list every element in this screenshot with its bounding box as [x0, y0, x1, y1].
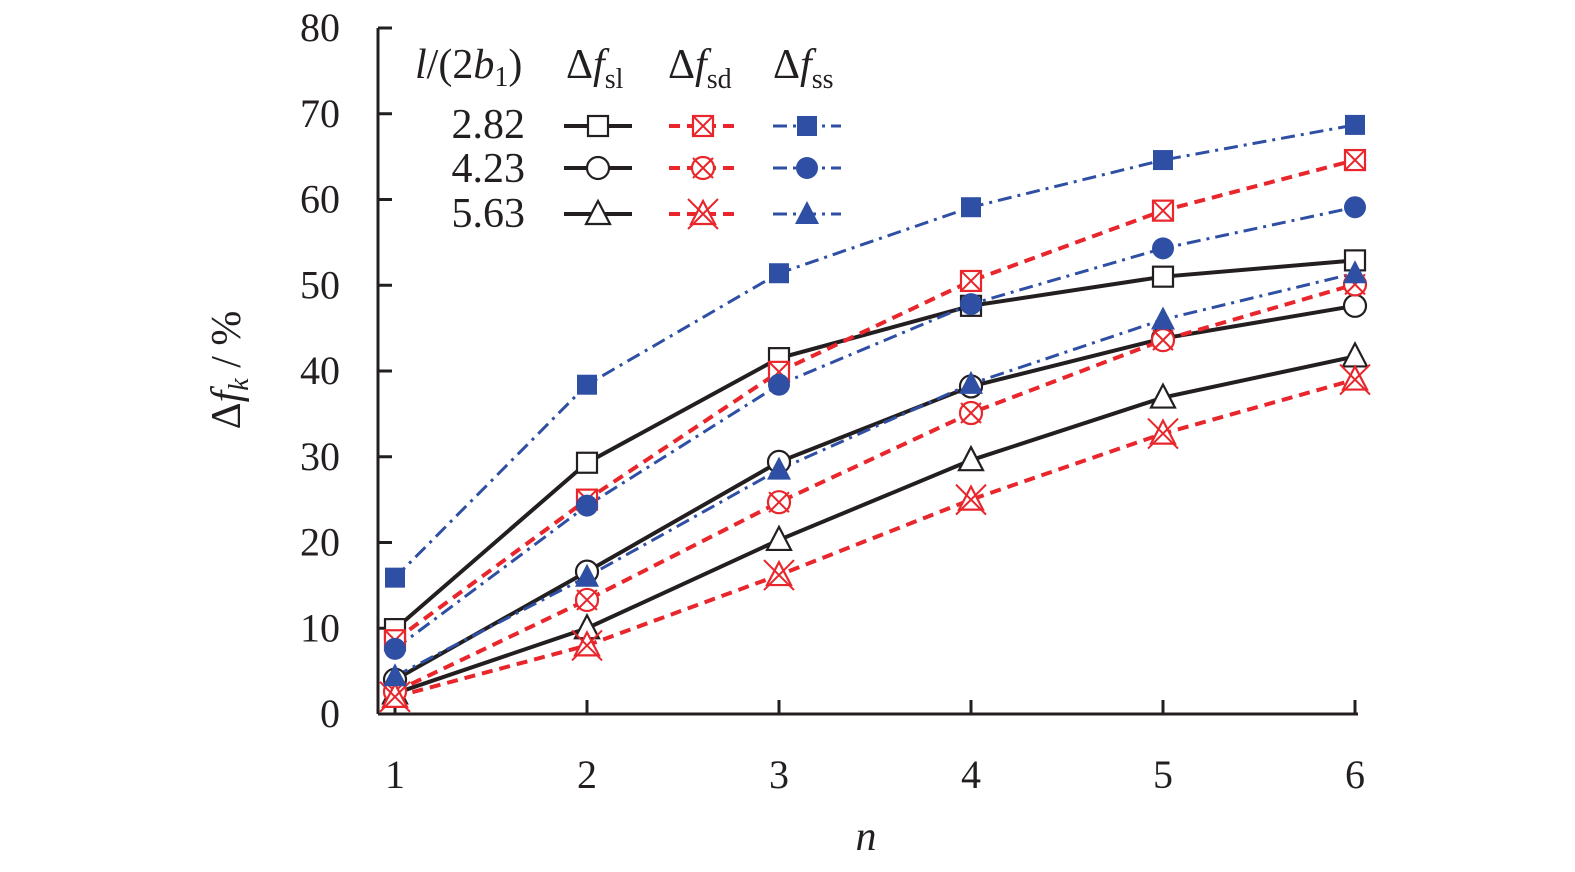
data-point-triangle	[1343, 260, 1367, 284]
y-tick-label: 40	[300, 348, 340, 393]
data-point-triangle	[765, 524, 793, 552]
data-point-triangle	[381, 681, 409, 708]
y-tick-label: 30	[300, 434, 340, 479]
data-point-cross	[960, 270, 982, 292]
data-point-triangle	[1341, 341, 1369, 368]
legend-marker-triangle	[689, 198, 717, 226]
data-point-cross	[768, 491, 790, 513]
data-point-square	[1151, 265, 1175, 288]
data-point-circle	[1152, 237, 1174, 260]
legend-marker-square	[586, 114, 610, 138]
data-point-square	[1345, 114, 1365, 135]
y-tick-label: 70	[300, 91, 340, 136]
axes	[376, 26, 1358, 716]
data-point-square	[575, 451, 599, 474]
data-point-cross	[1339, 363, 1371, 396]
legend-header-ss: Δfss	[773, 42, 833, 95]
data-point-circle	[1344, 196, 1366, 219]
data-point-cross	[1152, 199, 1174, 222]
series-line-sd	[394, 377, 1356, 699]
data-point-triangle	[573, 630, 601, 657]
series-line-sd	[393, 158, 1356, 642]
series-lines	[393, 123, 1356, 699]
series-line-ss	[394, 205, 1356, 651]
legend-row-label: 2.82	[452, 102, 526, 148]
x-axis-label: n	[856, 814, 877, 860]
data-point-triangle	[765, 559, 793, 587]
data-point-square	[961, 197, 981, 218]
legend-marker-square	[797, 116, 817, 136]
data-point-triangle	[767, 456, 791, 480]
data-point-square	[1153, 150, 1173, 171]
legend-marker-cross	[687, 198, 719, 230]
data-point-cross	[1147, 417, 1179, 450]
data-point-cross	[1152, 329, 1174, 351]
data-point-circle	[768, 373, 790, 396]
x-tick-label: 4	[961, 752, 981, 797]
y-tick-label: 60	[300, 177, 340, 222]
y-tick-label: 50	[300, 262, 340, 307]
tick-labels: 0 10 20 30 40 50 60 70 80 1 2 3 4 5 6	[300, 5, 1365, 797]
data-point-circle	[1342, 293, 1368, 318]
data-point-square	[577, 374, 597, 395]
legend-marker-circle	[585, 155, 611, 181]
legend-marks	[564, 114, 841, 230]
y-tick-label: 20	[300, 520, 340, 565]
data-point-triangle	[1151, 306, 1175, 330]
legend-marker-cross	[692, 157, 714, 179]
data-point-cross	[955, 483, 987, 516]
legend-marker-triangle	[584, 198, 612, 226]
data-point-triangle	[957, 484, 985, 511]
x-tick-label: 2	[577, 752, 597, 797]
legend-marker-cross	[692, 115, 714, 137]
legend-marker-circle	[796, 157, 818, 179]
legend-marker-triangle	[795, 201, 819, 224]
legend-header-sl: Δfsl	[566, 42, 624, 95]
y-tick-label: 10	[300, 605, 340, 650]
data-point-cross	[1344, 149, 1366, 171]
series-line-sd	[394, 282, 1356, 694]
legend-row-label: 5.63	[452, 191, 526, 237]
x-tick-label: 6	[1345, 752, 1365, 797]
data-point-triangle	[383, 663, 407, 687]
series-line-sl	[394, 354, 1356, 696]
data-point-triangle	[959, 370, 983, 394]
series-line-ss	[393, 123, 1356, 579]
series-line-sl	[393, 258, 1356, 631]
series-line-sl	[394, 303, 1356, 682]
x-tick-label: 3	[769, 752, 789, 797]
data-point-circle	[384, 637, 406, 660]
data-point-circle	[960, 293, 982, 316]
data-point-triangle	[575, 563, 599, 587]
data-point-triangle	[1149, 382, 1177, 409]
series-markers	[379, 114, 1371, 713]
data-point-triangle	[1149, 418, 1177, 445]
data-point-cross	[960, 402, 982, 424]
data-point-circle	[576, 494, 598, 517]
y-tick-label: 0	[320, 691, 340, 736]
data-point-square	[769, 263, 789, 284]
y-tick-label: 80	[300, 5, 340, 50]
data-point-cross	[571, 629, 603, 662]
data-point-square	[385, 567, 405, 588]
data-point-cross	[379, 681, 411, 713]
y-axis-label: Δfk / %	[204, 311, 255, 430]
data-point-triangle	[957, 444, 985, 472]
series-line-ss	[394, 271, 1356, 678]
legend-header-sd: Δfsd	[668, 42, 732, 95]
legend-row-label: 4.23	[452, 146, 526, 192]
legend: l/(2b1) Δfsl Δfsd Δfss 2.82 4.23 5.63	[415, 42, 841, 237]
legend-param-header: l/(2b1)	[415, 42, 522, 93]
data-point-cross	[763, 559, 795, 591]
x-tick-label: 1	[385, 752, 405, 797]
data-point-cross	[576, 589, 598, 611]
data-point-triangle	[1341, 364, 1369, 391]
x-tick-label: 5	[1153, 752, 1173, 797]
